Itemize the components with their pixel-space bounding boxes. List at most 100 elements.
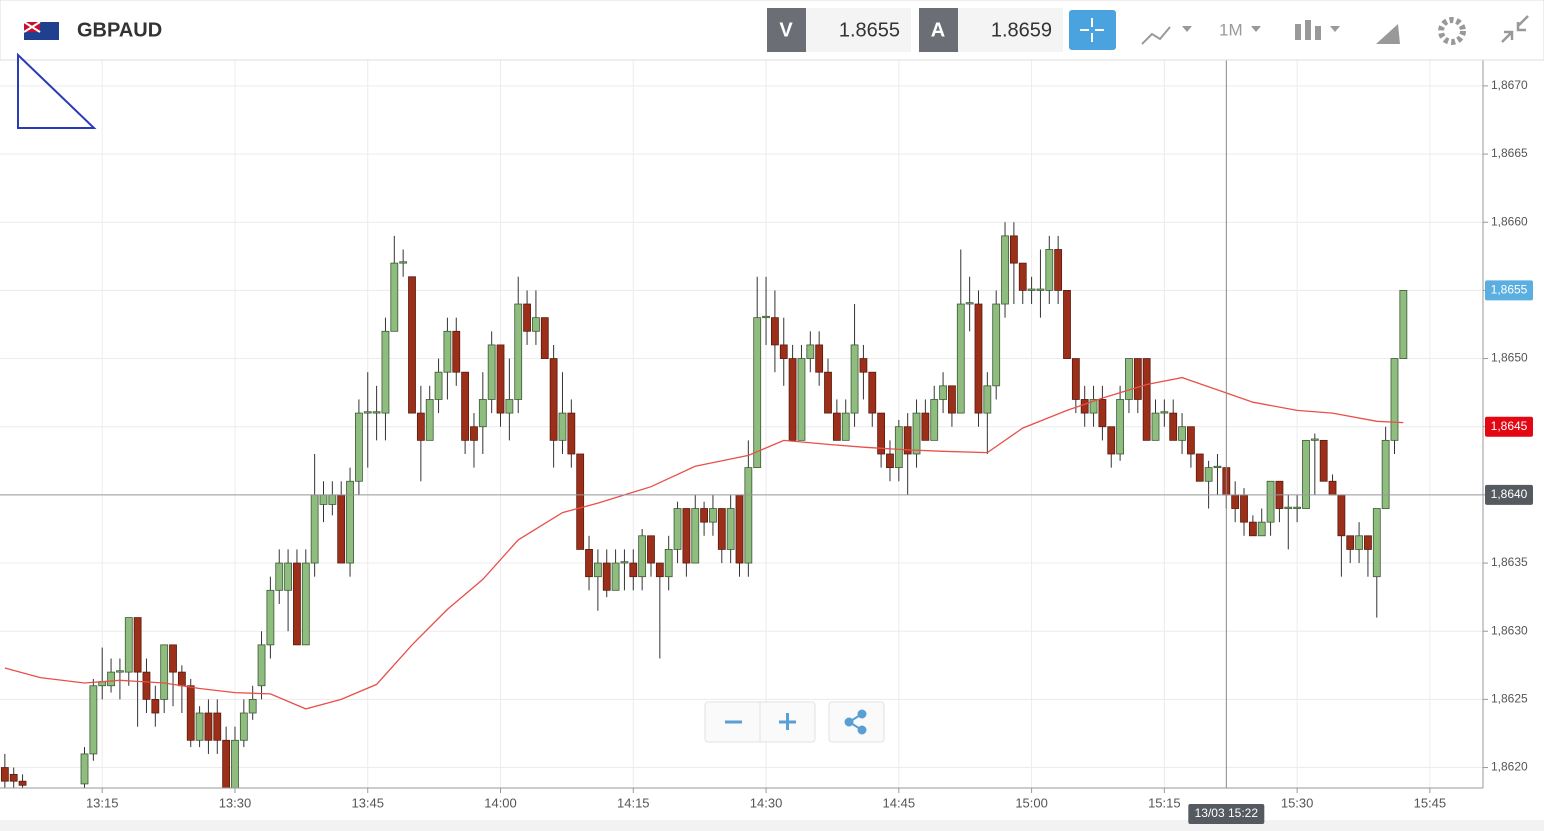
zoom-in[interactable] [779,713,796,730]
candle-body [1213,465,1222,469]
candle-body [443,330,452,373]
candle-body [700,508,708,523]
ask-box[interactable] [958,8,1063,52]
zoom-controls [704,701,885,743]
candle-body [717,508,726,550]
candle-body [1045,249,1054,291]
candle-body [1169,412,1178,441]
price-marker-label: 1,8645 [1491,419,1528,433]
candle-body [903,426,912,455]
candle-body [1231,494,1240,509]
collapse-button[interactable] [1501,15,1529,43]
moving-average [4,376,1404,710]
candle-body [1364,535,1372,550]
x-tick-label: 14:30 [750,795,783,810]
candle-body [1328,480,1337,496]
candle-body [381,330,390,414]
candle-body [266,589,275,646]
bid-badge [767,8,806,52]
share-button[interactable] [844,709,867,735]
price-marker [1485,416,1533,437]
candle-body [346,480,354,564]
candle-body [275,562,284,591]
x-tick-label: 15:15 [1148,795,1181,810]
y-tick-label: 1,8650 [1491,351,1528,365]
candle-body [496,344,505,414]
price-marker [1485,280,1533,301]
timeframe[interactable]: 1M [1219,20,1243,39]
candle-body [514,303,523,400]
candle-body [505,399,514,414]
candle-body [1142,358,1151,441]
candle-body [638,535,647,578]
settings-button[interactable] [1438,17,1466,45]
candle-body [204,712,213,741]
crosshair-x-box [1188,804,1265,824]
candle-body [1399,289,1408,359]
candle-body [850,344,859,414]
candle-body [744,467,753,564]
candle-body [248,698,257,714]
chart-type-button[interactable] [1141,26,1192,45]
candle-body [1240,494,1248,523]
candle-body [930,399,939,441]
candle-body [310,494,319,564]
crosshair-y-label: 1,8640 [1491,487,1528,501]
candle-body [1080,399,1089,414]
x-tick-label: 15:00 [1015,795,1048,810]
candle-body [151,698,160,714]
drawing-button[interactable] [1376,24,1400,44]
candle-body [1116,399,1125,455]
candle-body [416,412,425,441]
candle-body [647,535,655,564]
candle-body [425,399,434,441]
candle-body [1125,358,1133,400]
candle-body [354,412,363,482]
candle-body [363,411,372,414]
footer-strip [0,820,1544,831]
candle-body [549,358,558,441]
candle-body [859,358,868,373]
candle-body [974,303,983,414]
drawn-triangle [17,52,97,129]
candle-body [142,671,151,700]
bid-label: V [779,19,793,41]
candle-body [611,562,620,591]
timeframe-caret [1251,26,1261,32]
candle-body [602,562,611,591]
crosshair-button[interactable] [1069,10,1116,50]
bid-price: 1.8655 [839,19,900,41]
x-tick-label: 15:30 [1281,795,1314,810]
candle-body [948,385,956,414]
candle-body [470,426,478,441]
price-marker-label: 1,8655 [1491,283,1528,297]
candles-button[interactable] [1295,20,1340,40]
candle-body [1098,399,1107,428]
x-tick-label: 13:45 [351,795,384,810]
candle-body [620,561,629,564]
candle-body [912,412,921,455]
candle-body [797,358,806,441]
bid-box[interactable] [806,8,911,52]
y-tick-label: 1,8630 [1491,623,1528,637]
x-tick-label: 15:45 [1414,795,1447,810]
candle-body [195,712,204,741]
candle-body [1151,412,1160,441]
y-tick-label: 1,8635 [1491,555,1528,569]
candle-body [0,767,9,782]
candle-body [1054,249,1063,291]
candle-body [1089,399,1098,414]
candle-body [372,411,381,414]
candle-body [231,739,239,788]
candle-body [682,508,691,564]
candle-body [877,412,886,455]
candle-body [177,671,186,687]
candle-body [992,303,1001,387]
candle-body [956,303,965,414]
candle-body [629,562,638,578]
candle-body [726,508,735,550]
candle-body [301,562,310,646]
candle-body [1187,426,1195,455]
